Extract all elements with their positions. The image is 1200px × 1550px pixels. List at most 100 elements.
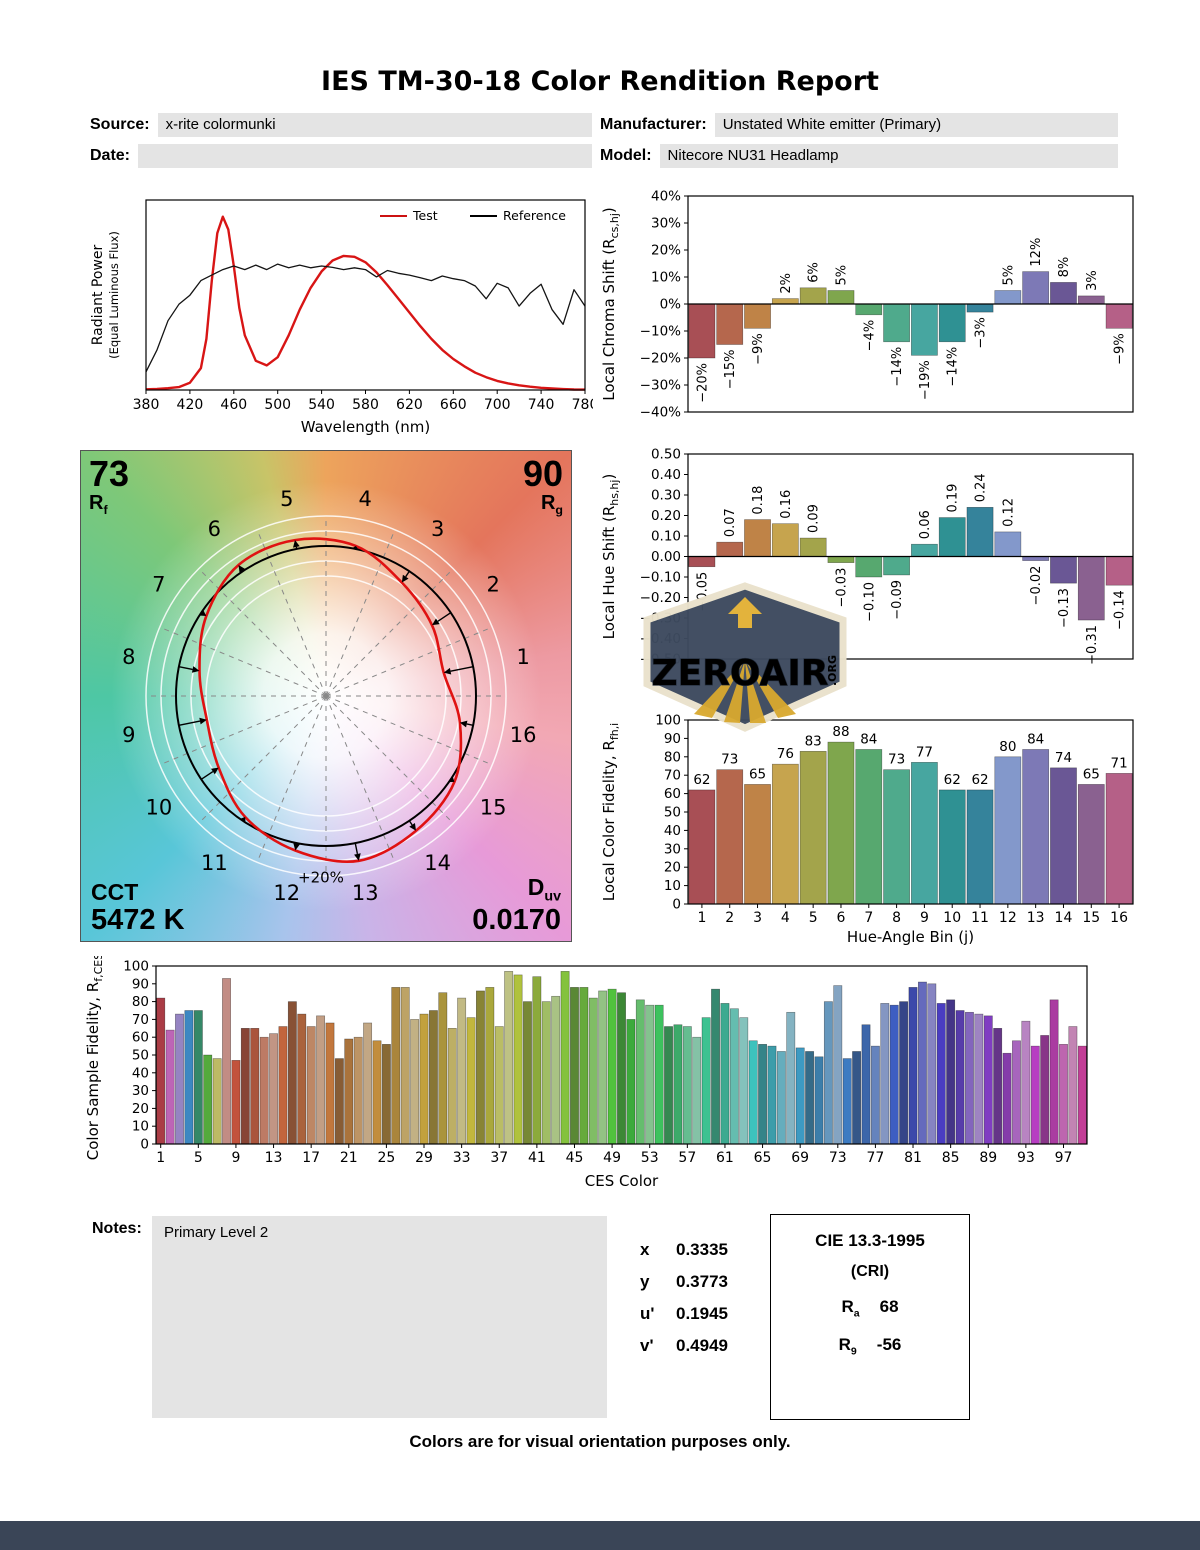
svg-text:−20%: −20%	[695, 363, 710, 403]
zeroair-badge-icon: ZEROAIR .ORG	[643, 582, 847, 732]
svg-text:65: 65	[754, 1150, 772, 1166]
watermark-text: ZEROAIR	[651, 653, 828, 694]
svg-text:80: 80	[664, 749, 681, 765]
svg-text:−14%: −14%	[946, 347, 961, 387]
svg-text:4: 4	[781, 910, 790, 926]
svg-text:3: 3	[431, 517, 444, 541]
svg-text:81: 81	[904, 1150, 922, 1166]
svg-text:30%: 30%	[651, 216, 681, 232]
svg-text:5: 5	[194, 1150, 203, 1166]
svg-text:0.20: 0.20	[651, 508, 681, 524]
spectral-power-chart-panel: 380 420 460 500 540 580 620 660 700 740 780 Wavelen…	[88, 188, 598, 445]
svg-text:49: 49	[603, 1150, 621, 1166]
watermark-suffix: .ORG	[826, 655, 839, 686]
manufacturer-field: Manufacturer: Unstated White emitter (Pr…	[600, 112, 1118, 138]
svg-text:700: 700	[484, 397, 511, 413]
svg-text:69: 69	[791, 1150, 809, 1166]
svg-text:0.09: 0.09	[807, 504, 822, 533]
svg-text:−0.31: −0.31	[1085, 625, 1100, 665]
svg-text:5: 5	[280, 487, 293, 511]
color-vector-graphic: 1 2 3 4 5 6 7 8 9 10 11 12 13 14 15 16 +20% 73 Rf 90 Rg …	[80, 450, 572, 942]
svg-text:29: 29	[415, 1150, 433, 1166]
svg-text:6: 6	[837, 910, 846, 926]
rf-value: 73	[89, 453, 130, 494]
svg-text:3: 3	[753, 910, 762, 926]
svg-text:71: 71	[1111, 755, 1128, 771]
svg-text:380: 380	[133, 397, 160, 413]
svg-text:84: 84	[860, 731, 877, 747]
svg-text:53: 53	[641, 1150, 659, 1166]
svg-text:30: 30	[132, 1083, 149, 1099]
local-color-fidelity-panel: 0 10 20 30 40 50 60 70 80 90 100 62 1 73 2 65 3 76 4 83 5 88 6…	[598, 698, 1143, 955]
manufacturer-label: Manufacturer:	[600, 116, 707, 133]
svg-text:2%: 2%	[779, 273, 794, 294]
svg-text:−40%: −40%	[640, 405, 681, 421]
svg-text:15: 15	[480, 796, 507, 820]
footer-note: Colors are for visual orientation purpos…	[409, 1432, 791, 1451]
svg-text:11: 11	[971, 910, 989, 926]
svg-text:12%: 12%	[1029, 238, 1044, 267]
svg-text:50: 50	[132, 1048, 149, 1064]
svg-text:8: 8	[122, 645, 135, 669]
cri-title: CIE 13.3-1995	[815, 1231, 925, 1250]
svg-text:+20%: +20%	[298, 869, 344, 887]
svg-text:76: 76	[777, 746, 794, 762]
svg-text:100: 100	[655, 713, 681, 729]
svg-text:−10%: −10%	[640, 324, 681, 340]
svg-text:6: 6	[208, 517, 221, 541]
svg-text:90: 90	[664, 731, 681, 747]
date-label: Date:	[90, 147, 131, 164]
cct-label: CCT	[91, 879, 139, 906]
svg-text:9: 9	[231, 1150, 240, 1166]
svg-text:1: 1	[697, 910, 706, 926]
svg-text:0.00: 0.00	[651, 549, 681, 565]
svg-text:80: 80	[132, 994, 149, 1010]
svg-text:84: 84	[1027, 731, 1044, 747]
date-value	[138, 144, 592, 168]
svg-text:10: 10	[664, 878, 681, 894]
svg-text:13: 13	[1027, 910, 1045, 926]
svg-text:100: 100	[123, 959, 149, 975]
svg-text:5%: 5%	[834, 265, 849, 286]
svg-text:0.07: 0.07	[723, 508, 738, 537]
svg-text:80: 80	[999, 739, 1016, 755]
svg-text:15: 15	[1082, 910, 1100, 926]
svg-text:93: 93	[1017, 1150, 1035, 1166]
rg-symbol: Rg	[540, 491, 563, 517]
svg-text:65: 65	[749, 766, 766, 782]
cct-score: CCT 5472 K	[91, 880, 185, 935]
svg-text:9: 9	[920, 910, 929, 926]
svg-text:−0.14: −0.14	[1113, 590, 1128, 630]
svg-text:6%: 6%	[807, 262, 822, 283]
svg-text:Radiant Power: Radiant Power	[90, 245, 106, 346]
svg-text:70: 70	[132, 1012, 149, 1028]
svg-text:−0.10: −0.10	[640, 570, 681, 586]
svg-text:73: 73	[829, 1150, 847, 1166]
svg-text:−9%: −9%	[1113, 333, 1128, 365]
svg-text:16: 16	[1110, 910, 1128, 926]
notes-label: Notes:	[92, 1220, 142, 1237]
model-label: Model:	[600, 147, 652, 164]
svg-text:20%: 20%	[651, 243, 681, 259]
svg-text:(Equal Luminous Flux): (Equal Luminous Flux)	[107, 231, 121, 359]
manufacturer-value: Unstated White emitter (Primary)	[714, 113, 1118, 137]
svg-text:41: 41	[528, 1150, 546, 1166]
svg-text:45: 45	[566, 1150, 584, 1166]
report-title: IES TM-30-18 Color Rendition Report	[321, 66, 879, 97]
svg-text:11: 11	[201, 851, 228, 875]
notes-text: Primary Level 2	[164, 1224, 269, 1241]
chromaticity-x: x 0.3335	[640, 1240, 728, 1259]
zeroair-watermark: ZEROAIR .ORG	[628, 582, 863, 732]
svg-text:13: 13	[265, 1150, 283, 1166]
source-field: Source: x-rite colormunki	[90, 112, 592, 138]
svg-text:57: 57	[678, 1150, 696, 1166]
svg-text:Hue-Angle Bin (j): Hue-Angle Bin (j)	[847, 928, 974, 946]
cri-r9: R9 -56	[838, 1335, 902, 1358]
svg-text:21: 21	[340, 1150, 358, 1166]
chromaticity-uprime: u' 0.1945	[640, 1304, 728, 1323]
svg-text:20: 20	[664, 860, 681, 876]
svg-text:540: 540	[308, 397, 335, 413]
svg-text:10%: 10%	[651, 270, 681, 286]
